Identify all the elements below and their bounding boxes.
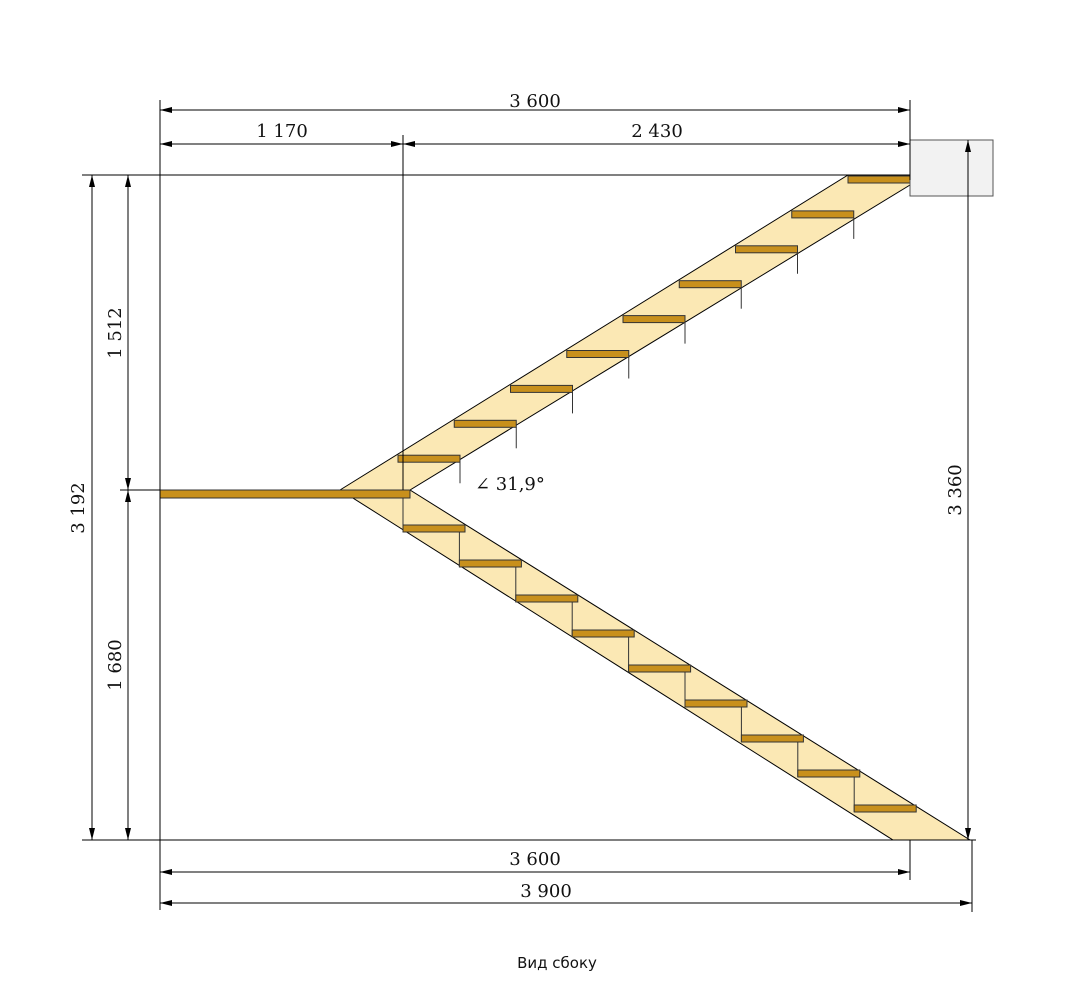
tread — [853, 804, 917, 813]
tread — [678, 280, 742, 289]
extension-lines — [82, 100, 976, 912]
tread — [402, 524, 466, 533]
dim-label: 3 900 — [520, 881, 572, 902]
tread — [735, 245, 798, 254]
landing — [159, 489, 411, 499]
angle-label: ∠ 31,9° — [475, 474, 545, 495]
dim-label: 3 600 — [509, 849, 561, 870]
tread — [515, 594, 579, 603]
dim-label: 3 360 — [945, 464, 966, 516]
dimension-lines — [89, 107, 972, 906]
tread — [453, 419, 517, 428]
dim-label: 1 680 — [105, 639, 126, 691]
tread — [566, 350, 630, 358]
tread — [847, 175, 911, 184]
tread — [684, 699, 748, 708]
treads — [397, 175, 917, 813]
tread — [791, 210, 855, 219]
tread — [622, 315, 686, 324]
tread — [397, 454, 461, 463]
tread — [797, 769, 861, 778]
tread — [628, 664, 692, 673]
dim-label: 2 430 — [631, 121, 683, 142]
tread — [740, 734, 804, 743]
upper-stringer — [338, 174, 911, 491]
dim-label: 1 170 — [256, 121, 308, 142]
caption: Вид сбоку — [517, 954, 597, 972]
dim-label: 1 512 — [105, 307, 126, 359]
upper-floor — [909, 139, 994, 197]
tread — [571, 629, 635, 638]
tread — [458, 559, 522, 568]
tread — [510, 384, 573, 393]
dim-label: 3 600 — [509, 91, 561, 112]
dim-label: 3 192 — [68, 482, 89, 534]
